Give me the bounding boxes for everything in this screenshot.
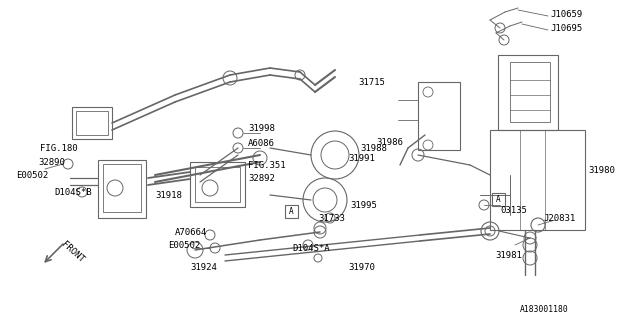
Bar <box>418 82 460 150</box>
Text: 31981: 31981 <box>495 251 522 260</box>
Text: D104S*A: D104S*A <box>292 244 330 252</box>
Bar <box>72 107 112 139</box>
Text: J10659: J10659 <box>550 10 582 19</box>
Bar <box>490 130 585 230</box>
Text: 31995: 31995 <box>350 201 377 210</box>
Text: J20831: J20831 <box>543 213 575 222</box>
Text: A70664: A70664 <box>175 228 207 236</box>
Text: 31715: 31715 <box>358 77 385 86</box>
Bar <box>285 205 298 218</box>
Text: 31924: 31924 <box>190 263 217 273</box>
Text: A: A <box>289 206 293 215</box>
Bar <box>492 193 505 206</box>
Text: 32892: 32892 <box>248 173 275 182</box>
Bar <box>98 160 146 218</box>
Bar <box>498 55 558 130</box>
Text: 31986: 31986 <box>376 138 403 147</box>
Text: J10695: J10695 <box>550 23 582 33</box>
Bar <box>76 111 108 135</box>
Text: 32890: 32890 <box>38 157 65 166</box>
Bar <box>510 62 550 122</box>
Text: E00502: E00502 <box>168 241 200 250</box>
Text: 31988: 31988 <box>360 143 387 153</box>
Text: A: A <box>496 195 500 204</box>
Bar <box>195 167 240 202</box>
Text: FRONT: FRONT <box>60 240 86 264</box>
Text: D104S*B: D104S*B <box>54 188 92 196</box>
Text: 31918: 31918 <box>155 190 182 199</box>
Text: 31980: 31980 <box>588 165 615 174</box>
Bar <box>190 162 245 207</box>
Text: 31733: 31733 <box>318 213 345 222</box>
Text: 31998: 31998 <box>248 124 275 132</box>
Text: A6086: A6086 <box>248 139 275 148</box>
Text: A183001180: A183001180 <box>520 306 569 315</box>
Text: E00502: E00502 <box>16 171 48 180</box>
Text: 31970: 31970 <box>348 263 375 273</box>
Text: 03135: 03135 <box>500 205 527 214</box>
Text: 31991: 31991 <box>348 154 375 163</box>
Text: FIG.351: FIG.351 <box>248 161 285 170</box>
Text: FIG.180: FIG.180 <box>40 143 77 153</box>
Bar <box>103 164 141 212</box>
